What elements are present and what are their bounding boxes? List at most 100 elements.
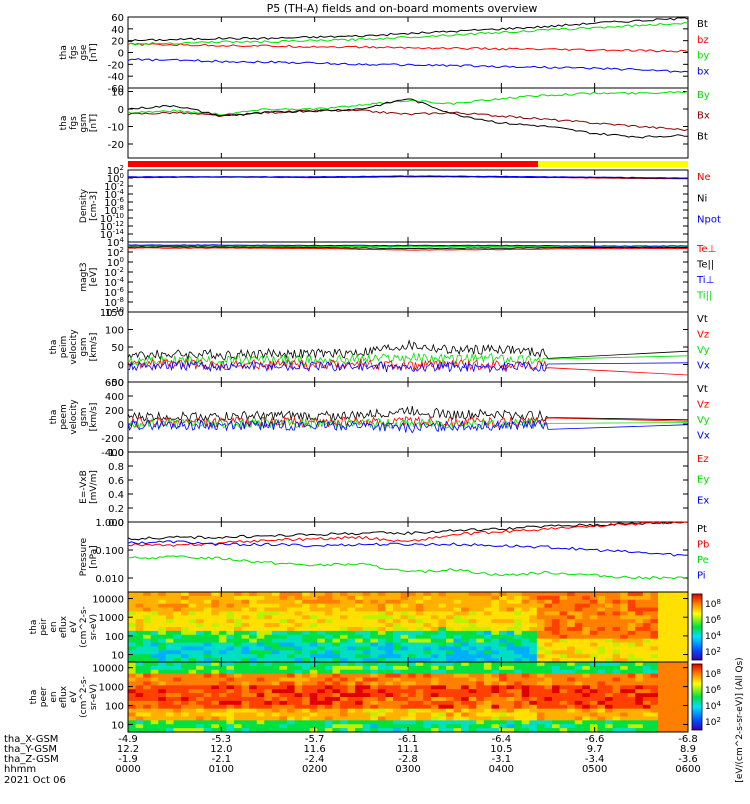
heatmap-cell — [294, 650, 303, 655]
heatmap-cell — [377, 627, 387, 632]
heatmap-cell — [173, 724, 182, 729]
heatmap-cell — [574, 693, 583, 698]
heatmap-cell — [468, 595, 477, 601]
heatmap-cell — [355, 646, 364, 651]
heatmap-cell — [377, 720, 387, 725]
heatmap-cell — [642, 677, 652, 683]
heatmap-cell — [181, 627, 190, 632]
heatmap-cell — [499, 669, 508, 675]
legend-label-Ti||: Ti|| — [696, 291, 712, 302]
heatmap-cell — [468, 724, 477, 729]
heatmap-cell — [438, 693, 447, 698]
heatmap-cell — [173, 689, 182, 694]
heatmap-cell — [461, 634, 470, 640]
heatmap-cell — [642, 689, 652, 694]
heatmap-cell — [355, 619, 364, 624]
heatmap-cell — [438, 642, 447, 648]
heatmap-cell — [256, 700, 265, 706]
heatmap-cell — [415, 662, 424, 667]
heatmap-cell — [627, 708, 636, 714]
heatmap-cell — [446, 646, 455, 651]
heatmap-cell — [499, 623, 508, 628]
heatmap-cell — [627, 646, 636, 651]
heatmap-cell — [544, 646, 553, 651]
heatmap-cell — [650, 607, 659, 613]
heatmap-cell — [612, 603, 621, 609]
heatmap-cell — [408, 619, 417, 624]
heatmap-cell — [249, 708, 258, 714]
heatmap-cell — [203, 630, 212, 636]
heatmap-cell — [529, 689, 538, 694]
heatmap-cell — [620, 599, 629, 605]
heatmap-cell — [385, 611, 394, 616]
heatmap-cell — [264, 697, 273, 702]
heatmap-cell — [271, 603, 281, 609]
heatmap-cell — [491, 607, 500, 613]
y-tick-label: 10-8 — [104, 296, 124, 309]
heatmap-cell — [612, 607, 621, 613]
heatmap-cell — [650, 642, 659, 648]
heatmap-cell — [544, 634, 553, 640]
heatmap-cell — [218, 708, 228, 714]
heatmap-cell — [287, 630, 296, 636]
y-tick-label: 10-4 — [104, 188, 124, 201]
heatmap-cell — [582, 623, 591, 628]
heatmap-cell — [438, 700, 447, 706]
heatmap-cell — [574, 728, 583, 733]
heatmap-cell — [324, 724, 334, 729]
heatmap-cell — [635, 607, 644, 613]
heatmap-cell — [408, 677, 417, 683]
heatmap-cell — [536, 689, 546, 694]
heatmap-cell — [605, 592, 614, 597]
heatmap-cell — [226, 619, 235, 624]
heatmap-cell — [203, 662, 212, 667]
heatmap-cell — [317, 689, 326, 694]
heatmap-cell — [423, 693, 432, 698]
heatmap-cell — [203, 700, 212, 706]
heatmap-cell — [256, 592, 265, 597]
heatmap-cell — [521, 650, 530, 655]
heatmap-cell — [393, 592, 402, 597]
heatmap-cell — [582, 708, 591, 714]
heatmap-cell — [521, 607, 530, 613]
heatmap-cell — [264, 650, 273, 655]
heatmap-cell — [567, 728, 576, 733]
y-tick-label: -10 — [108, 123, 124, 134]
heatmap-cell — [635, 720, 644, 725]
heatmap-cell — [393, 716, 402, 721]
heatmap-cell — [635, 615, 644, 620]
heatmap-cell — [536, 615, 546, 620]
heatmap-cell — [642, 693, 652, 698]
heatmap-cell — [642, 665, 652, 671]
heatmap-cell — [446, 599, 455, 605]
series-line-bx — [127, 58, 689, 73]
heatmap-cell — [582, 599, 591, 605]
heatmap-cell — [211, 724, 220, 729]
heatmap-cell — [499, 728, 508, 733]
heatmap-cell — [461, 642, 470, 648]
heatmap-cell — [408, 638, 417, 644]
heatmap-cell — [377, 623, 387, 628]
y-axis-label: (cm^2-s- — [79, 676, 89, 718]
heatmap-cell — [438, 654, 447, 659]
heatmap-cell — [642, 669, 652, 675]
heatmap-cell — [143, 724, 152, 729]
heatmap-cell — [559, 634, 568, 640]
heatmap-cell — [385, 673, 394, 679]
heatmap-cell — [370, 662, 379, 667]
heatmap-cell — [491, 697, 500, 702]
heatmap-cell — [158, 700, 167, 706]
heatmap-cell — [536, 654, 546, 659]
heatmap-cell — [143, 689, 152, 694]
heatmap-cell — [165, 627, 175, 632]
heatmap-cell — [362, 603, 371, 609]
heatmap-cell — [165, 685, 175, 690]
heatmap-cell — [514, 630, 523, 636]
heatmap-cell — [362, 638, 371, 644]
heatmap-cell — [143, 704, 152, 710]
y-axis-label: [nPa] — [89, 545, 99, 568]
heatmap-cell — [241, 720, 250, 725]
heatmap-cell — [234, 634, 243, 640]
heatmap-cell — [635, 623, 644, 628]
heatmap-cell — [143, 599, 152, 605]
